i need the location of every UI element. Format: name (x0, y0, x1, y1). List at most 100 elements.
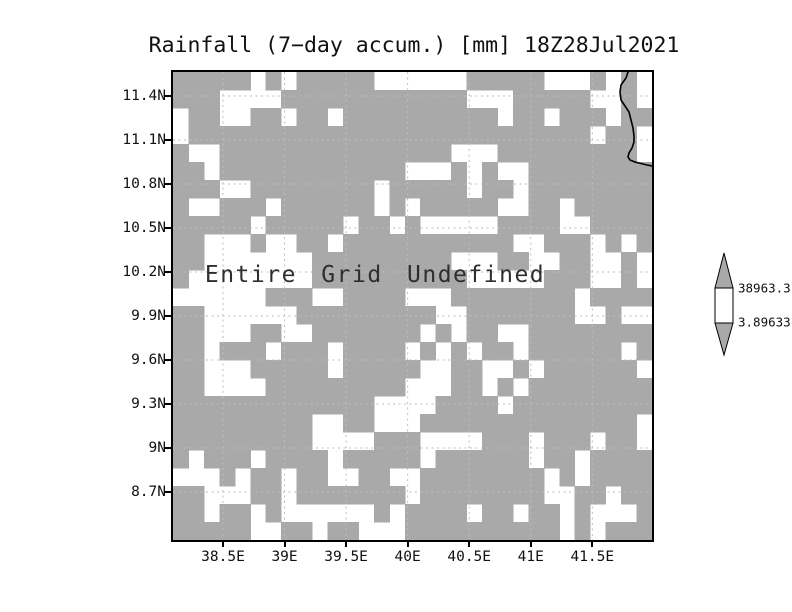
undefined-cell (358, 72, 375, 91)
undefined-cell (543, 378, 560, 397)
undefined-cell (559, 270, 576, 289)
undefined-cell (173, 180, 189, 199)
undefined-cell (327, 306, 344, 325)
undefined-cell (574, 270, 591, 289)
undefined-cell (636, 342, 652, 361)
undefined-cell (435, 252, 452, 271)
undefined-cell (373, 288, 390, 307)
undefined-cell (543, 288, 560, 307)
undefined-cell (358, 360, 375, 379)
undefined-cell (219, 72, 236, 91)
undefined-cell (636, 486, 652, 505)
undefined-cell (482, 486, 498, 505)
undefined-cell (512, 414, 529, 433)
undefined-cell (342, 108, 359, 127)
undefined-cell (281, 414, 298, 433)
undefined-cell (512, 126, 529, 145)
undefined-cell (543, 522, 560, 540)
undefined-cell (559, 252, 576, 271)
undefined-cell (373, 162, 390, 181)
undefined-cell (435, 324, 452, 343)
undefined-cell (188, 180, 205, 199)
undefined-cell (451, 288, 468, 307)
x-axis-tick-mark (345, 540, 348, 547)
undefined-cell (621, 72, 638, 91)
undefined-cell (373, 216, 390, 235)
undefined-cell (451, 360, 468, 379)
undefined-cell (636, 468, 652, 487)
undefined-cell (342, 144, 359, 163)
undefined-cell (621, 216, 638, 235)
undefined-cell (559, 342, 576, 361)
undefined-cell (373, 108, 390, 127)
undefined-cell (621, 288, 638, 307)
y-axis-tick-label: 11.4N (122, 88, 166, 104)
undefined-cell (636, 108, 652, 127)
undefined-cell (327, 324, 344, 343)
undefined-cell (296, 414, 313, 433)
undefined-cell (420, 108, 437, 127)
undefined-cell (466, 378, 483, 397)
undefined-cell (574, 198, 591, 217)
undefined-cell (358, 252, 375, 271)
undefined-cell (559, 144, 576, 163)
undefined-cell (358, 108, 375, 127)
undefined-cell (342, 252, 359, 271)
undefined-cell (173, 90, 189, 109)
undefined-cell (512, 432, 529, 451)
undefined-cell (451, 108, 468, 127)
undefined-cell (203, 396, 220, 415)
undefined-cell (373, 486, 390, 505)
undefined-cell (327, 162, 344, 181)
undefined-cell (497, 450, 514, 469)
undefined-cell (590, 180, 607, 199)
undefined-cell (389, 162, 406, 181)
undefined-cell (605, 468, 622, 487)
x-axis-tick-mark (591, 540, 594, 547)
undefined-cell (512, 396, 529, 415)
undefined-cell (203, 432, 220, 451)
undefined-cell (605, 432, 622, 451)
undefined-cell (281, 144, 298, 163)
undefined-cell (574, 180, 591, 199)
undefined-cell (497, 468, 514, 487)
undefined-cell (188, 378, 205, 397)
undefined-cell (373, 324, 390, 343)
undefined-cell (559, 324, 576, 343)
undefined-cell (327, 522, 344, 540)
x-axis-tick-mark (406, 540, 409, 547)
undefined-cell (281, 162, 298, 181)
undefined-cell (420, 144, 437, 163)
undefined-cell (281, 216, 298, 235)
undefined-cell (451, 270, 468, 289)
undefined-cell (312, 396, 329, 415)
undefined-cell (173, 144, 189, 163)
colorbar-lower-arrow (714, 322, 734, 357)
undefined-cell (203, 180, 220, 199)
undefined-cell (342, 270, 359, 289)
colorbar-min-label: 3.89633 (738, 314, 791, 330)
undefined-cell (451, 450, 468, 469)
undefined-cell (250, 198, 267, 217)
undefined-cell (512, 522, 529, 540)
undefined-cell (512, 252, 529, 271)
undefined-cell (327, 90, 344, 109)
undefined-cell (451, 522, 468, 540)
undefined-cell (605, 234, 622, 253)
undefined-cell (281, 90, 298, 109)
undefined-cell (574, 162, 591, 181)
undefined-cell (327, 198, 344, 217)
y-axis-tick-mark (164, 183, 171, 185)
undefined-cell (389, 198, 406, 217)
undefined-cell (203, 108, 220, 127)
undefined-cell (636, 180, 652, 199)
undefined-cell (621, 198, 638, 217)
undefined-cell (358, 288, 375, 307)
undefined-cell (590, 360, 607, 379)
undefined-cell (621, 90, 638, 109)
undefined-cell (173, 216, 189, 235)
undefined-cell (389, 378, 406, 397)
undefined-cell (265, 162, 282, 181)
undefined-cell (420, 504, 437, 523)
undefined-cell (404, 432, 421, 451)
